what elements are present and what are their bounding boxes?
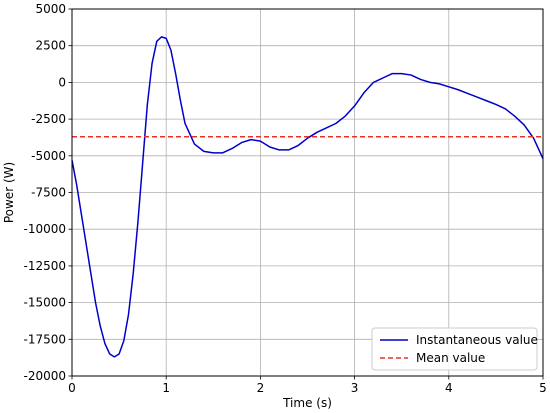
y-tick-label: -7500 <box>31 186 66 200</box>
y-tick-label: 2500 <box>35 39 66 53</box>
y-tick-label: 5000 <box>35 2 66 16</box>
x-tick-label: 1 <box>162 381 170 395</box>
x-tick-label: 5 <box>539 381 547 395</box>
x-tick-label: 3 <box>351 381 359 395</box>
y-tick-label: 0 <box>58 75 66 89</box>
y-tick-label: -10000 <box>23 222 66 236</box>
x-tick-label: 0 <box>68 381 76 395</box>
legend-box <box>371 327 538 371</box>
legend: Instantaneous value Mean value <box>371 327 538 371</box>
x-tick-label: 2 <box>257 381 265 395</box>
y-tick-label: -12500 <box>23 259 66 273</box>
x-tick-label: 4 <box>445 381 453 395</box>
legend-label-mean: Mean value <box>416 351 485 365</box>
y-tick-label: -17500 <box>23 332 66 346</box>
y-tick-label: -20000 <box>23 369 66 383</box>
series-line-instantaneous <box>71 36 544 358</box>
y-tick-label: -5000 <box>31 149 66 163</box>
legend-label-instantaneous: Instantaneous value <box>416 333 538 347</box>
grid <box>71 8 544 377</box>
y-axis-label: Power (W) <box>2 162 16 223</box>
x-axis-label: Time (s) <box>282 396 332 410</box>
series-layer <box>71 36 544 358</box>
y-tick-label: -15000 <box>23 296 66 310</box>
y-tick-label: -2500 <box>31 112 66 126</box>
ticks: 0 1 2 3 4 5 -20000 -17500 -15000 -12500 -10000 -750… <box>23 2 546 395</box>
